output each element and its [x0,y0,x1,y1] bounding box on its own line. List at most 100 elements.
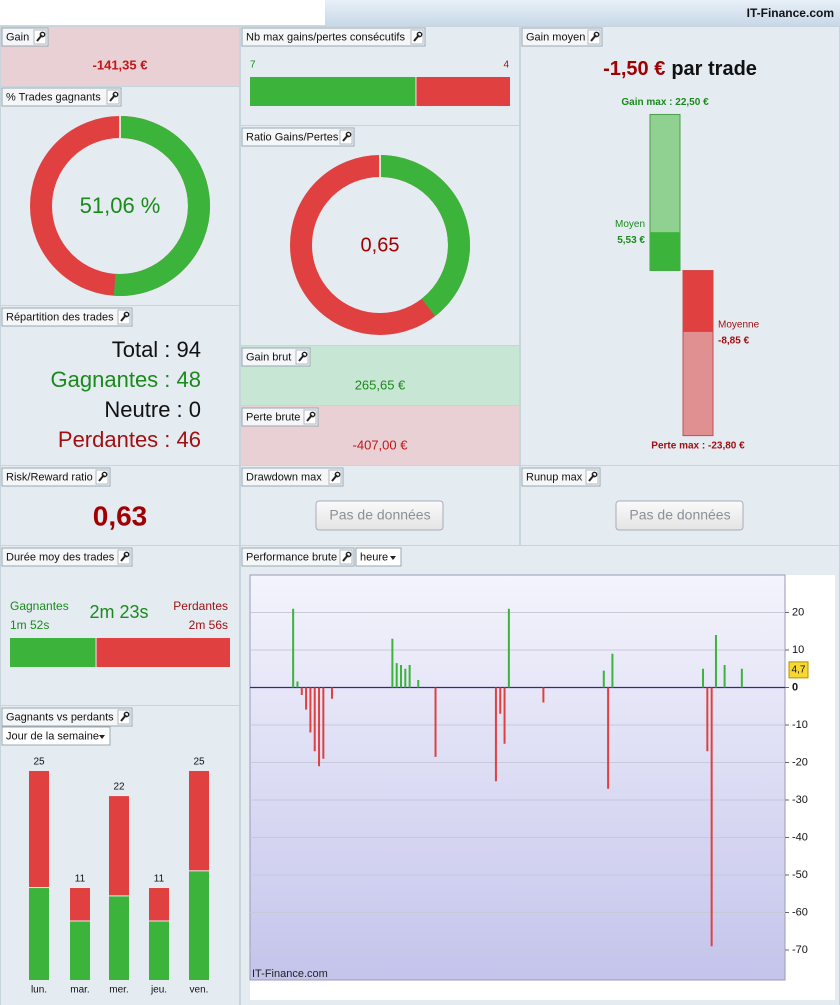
performance-bar [494,687,497,782]
duration-losses-label: 2m 56s [189,618,228,632]
site-name: IT-Finance.com [747,6,834,20]
risk-reward-value: 0,63 [93,500,148,531]
performance-bar [611,653,614,688]
panel-tab [241,127,355,147]
gain-max-label: Gain max : 22,50 € [621,97,709,108]
performance-bar [300,687,303,695]
panel-tab [241,27,426,47]
gain-mean-name: Moyen [615,219,645,230]
avg-gain-heading: -1,50 € par trade [603,58,757,80]
avg-gain-bar [683,270,713,332]
dropdown-arrow[interactable] [99,735,105,739]
panel-tab [1,467,111,487]
wrench-head [309,411,316,418]
panel-title: Gain brut [246,351,291,363]
gross-gain-value: 265,65 € [355,377,406,392]
streak-losses-label: 4 [503,60,509,71]
wrench-head [334,471,341,478]
performance-bar [714,635,717,688]
wrench-head [591,471,598,478]
duration-losses-name: Perdantes [173,599,228,613]
loss-mean-name: Moyenne [718,320,760,331]
dropdown[interactable] [1,726,111,746]
dropdown[interactable] [355,547,402,567]
dropdown-label[interactable]: Jour de la semaine [6,730,99,742]
gain-mean-label: 5,53 € [617,235,645,246]
performance-bar [305,687,308,710]
panel-distribution [1,306,239,465]
top-bar-blank [0,0,325,25]
performance-plot [249,574,786,981]
weekday-label: lun. [31,985,47,996]
performance-bar [296,681,299,688]
y-tick-label: 20 [792,606,804,618]
streak-bar [416,77,510,106]
dropdown-label[interactable]: heure [360,551,388,563]
no-data-button[interactable] [615,500,744,531]
performance-bar [602,670,605,688]
performance-bar [400,665,403,688]
no-data-label[interactable]: Pas de données [629,507,730,523]
weekday-label: mer. [109,985,128,996]
duration-average: 2m 23s [89,602,148,622]
y-tick-label: -10 [792,719,808,731]
streak-bar [250,77,416,106]
performance-bar [706,687,709,752]
avg-gain-value: -1,50 € [603,58,665,80]
performance-bar [404,668,407,688]
panel-title: Durée moy des trades [6,551,115,563]
panel-tab [241,467,344,487]
performance-bar [313,687,316,752]
panel-tab [1,307,133,327]
panel-title: Perte brute [246,411,300,423]
y-tick-label: -50 [792,869,808,881]
avg-gain-suffix: par trade [671,58,757,80]
duration-wins-label: 1m 52s [10,618,49,632]
panel-title: Risk/Reward ratio [6,471,93,483]
streak-wins-label: 7 [250,60,256,71]
last-value-marker [788,661,809,679]
wrench-head [416,31,423,38]
last-value-label: 4,7 [792,665,806,676]
weekday-bar [149,888,169,921]
y-tick-label: -70 [792,944,808,956]
wrench-head [345,131,352,138]
weekday-bar [70,921,90,980]
performance-bar [292,608,295,688]
wrench-head [123,551,130,558]
weekday-bar [70,888,90,921]
panel-title: Ratio Gains/Pertes [246,131,339,143]
performance-bar [702,668,705,688]
distribution-line: Neutre : 0 [104,397,201,422]
panel-duration [1,546,239,705]
panel-title: Performance brute [246,551,337,563]
watermark: IT-Finance.com [252,968,328,980]
no-data-label[interactable]: Pas de données [329,507,430,523]
win-rate-label: 51,06 % [80,193,161,218]
y-tick-label: -20 [792,756,808,768]
weekday-total: 25 [33,757,45,768]
y-tick-label: -30 [792,794,808,806]
distribution-line: Gagnantes : 48 [51,367,201,392]
weekday-bar [189,771,209,871]
wrench-head [345,551,352,558]
performance-bar [710,687,713,947]
dropdown-arrow[interactable] [390,556,396,560]
avg-gain-bar [650,232,680,271]
performance-bar [740,668,743,688]
weekday-total: 22 [113,782,125,793]
duration-wins-name: Gagnantes [10,599,69,613]
performance-bar [330,687,333,699]
panel-tab [521,27,603,47]
y-tick-label: 0 [792,681,798,693]
wrench-head [123,711,130,718]
performance-bar [322,687,325,759]
performance-bar [309,687,312,733]
no-data-button[interactable] [315,500,444,531]
duration-bar [96,638,230,667]
weekday-label: ven. [190,985,209,996]
performance-bar [607,687,610,789]
duration-bar [10,638,96,667]
panel-tab [241,347,311,367]
